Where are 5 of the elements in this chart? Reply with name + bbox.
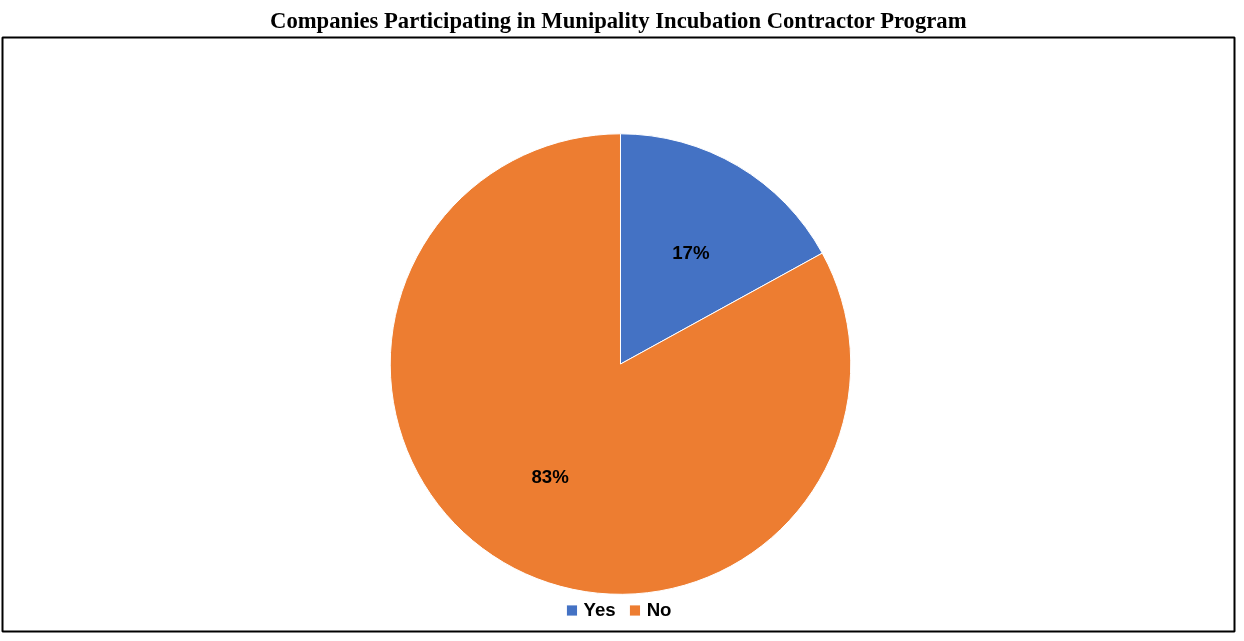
legend-label: No — [646, 599, 672, 621]
chart-title: Companies Participating in Munipality Incubation Contractor Program — [270, 7, 967, 33]
legend-label: Yes — [583, 599, 616, 621]
data-label: 17% — [672, 241, 710, 263]
data-label: 83% — [531, 465, 570, 487]
